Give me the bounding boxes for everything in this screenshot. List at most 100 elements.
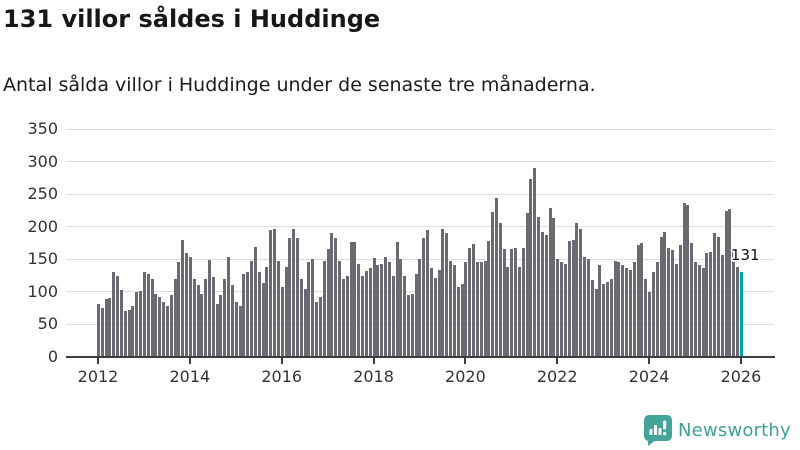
bar <box>533 168 537 357</box>
bar <box>514 248 518 357</box>
bar <box>472 244 476 357</box>
bar <box>586 259 590 357</box>
bar <box>242 274 246 357</box>
bar <box>590 280 594 357</box>
highlighted-bar-latest <box>739 272 743 357</box>
bar <box>142 272 146 357</box>
bar <box>395 242 399 357</box>
bar <box>456 287 460 357</box>
bar <box>525 213 529 357</box>
bar <box>158 297 162 357</box>
bar <box>123 311 127 357</box>
bar <box>713 233 717 357</box>
x-axis-tick-label: 2024 <box>628 367 670 386</box>
bar <box>219 295 223 357</box>
bar <box>345 276 349 357</box>
bar <box>238 306 242 357</box>
sold-houses-bar-chart: 0 50 100 150 200 250 300 350 2012 2014 2016 2018 202… <box>0 115 800 405</box>
bar <box>100 308 104 357</box>
bar <box>322 261 326 357</box>
bar <box>253 247 257 357</box>
bar <box>621 265 625 357</box>
bar <box>495 198 498 357</box>
bar <box>678 245 682 357</box>
y-axis-tick-label: 250 <box>27 184 58 204</box>
bar <box>372 258 376 357</box>
bar <box>506 267 510 357</box>
bar <box>150 279 154 357</box>
y-axis-tick-label: 0 <box>47 347 58 366</box>
bar <box>671 250 675 357</box>
bar <box>288 238 292 357</box>
x-axis-tick-label: 2014 <box>169 367 211 386</box>
bar <box>127 310 131 357</box>
bar <box>104 299 108 357</box>
bar <box>682 203 686 357</box>
bar <box>169 295 173 357</box>
bar <box>452 265 456 357</box>
bar <box>468 248 472 357</box>
bar <box>529 179 533 357</box>
gridline-y-200 <box>66 226 774 228</box>
bar <box>651 272 655 357</box>
bar <box>697 265 701 357</box>
bar <box>154 294 158 357</box>
bar <box>330 233 334 357</box>
bar <box>269 230 273 357</box>
bar <box>655 262 659 357</box>
newsworthy-wordmark: Newsworthy <box>678 420 791 441</box>
bar <box>165 306 169 357</box>
latest-value-annotation: 131 <box>730 245 760 264</box>
x-axis-tick-label: 2016 <box>261 367 303 386</box>
bar <box>487 241 491 357</box>
x-axis-tick <box>97 358 99 364</box>
bar <box>640 243 644 357</box>
bar <box>119 290 123 357</box>
newsworthy-logo[interactable]: Newsworthy <box>644 415 791 446</box>
x-axis-tick-label: 2020 <box>445 367 486 386</box>
bar <box>173 279 177 357</box>
bar <box>376 265 380 357</box>
bar <box>479 262 483 357</box>
bar <box>349 242 353 357</box>
bar <box>720 255 724 357</box>
bar <box>211 277 215 357</box>
bar <box>207 260 211 357</box>
bar <box>422 238 426 357</box>
bar <box>625 268 629 357</box>
bar <box>296 238 299 357</box>
bar <box>353 242 357 357</box>
bar <box>196 285 200 357</box>
bar <box>177 262 181 357</box>
bar <box>517 267 521 357</box>
bar <box>192 279 196 357</box>
bar <box>475 262 479 357</box>
bar <box>690 243 694 357</box>
bar <box>307 262 311 357</box>
x-axis-tick-label: 2026 <box>720 367 762 386</box>
y-axis-tick-label: 150 <box>27 249 58 269</box>
bar <box>594 289 598 357</box>
bar <box>628 270 632 357</box>
bar <box>521 248 525 357</box>
bar <box>449 261 453 357</box>
bar <box>338 261 342 357</box>
bar <box>223 279 227 357</box>
bar <box>315 302 319 357</box>
bar <box>736 267 740 357</box>
x-axis-tick <box>188 358 191 364</box>
bar <box>674 264 678 357</box>
x-axis-tick <box>648 358 651 364</box>
bar <box>265 267 269 357</box>
bar <box>341 279 345 357</box>
bar <box>544 235 548 357</box>
bar <box>246 272 250 357</box>
bar <box>108 298 112 357</box>
bar <box>361 276 365 357</box>
x-axis-tick-label: 2022 <box>536 367 578 386</box>
bar <box>445 233 449 357</box>
y-axis-tick-label: 300 <box>27 151 58 171</box>
x-axis-tick <box>372 358 375 364</box>
bar <box>181 240 185 357</box>
bar <box>131 306 135 357</box>
